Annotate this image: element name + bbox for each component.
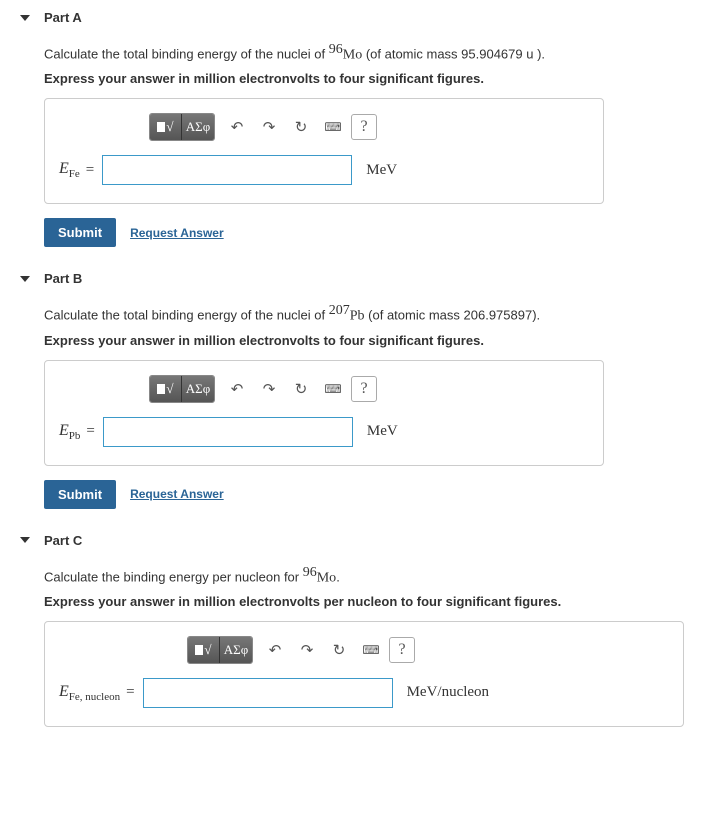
answer-input-c[interactable] [143,678,393,708]
unit-label-a: MeV [366,162,397,179]
toolbar-b: √ ΑΣφ ↶ ↷ ↻ ⌨ ? [149,375,589,403]
isotope-sym: Mo [317,570,336,585]
part-b-body: Calculate the total binding energy of th… [44,300,700,508]
unit-label-b: MeV [367,423,398,440]
toolbar-c: √ ΑΣφ ↶ ↷ ↻ ⌨ ? [187,636,669,664]
answer-input-a[interactable] [102,155,352,185]
unit-label-c: MeV/nucleon [407,684,489,701]
part-a-header[interactable]: Part A [20,10,700,25]
chevron-down-icon [20,537,30,543]
answer-row-a: EFe = MeV [59,155,589,185]
part-a-prompt: Calculate the total binding energy of th… [44,39,700,65]
answer-box-c: √ ΑΣφ ↶ ↷ ↻ ⌨ ? EFe, nucleon = MeV/nucle… [44,621,684,727]
help-icon[interactable]: ? [389,637,415,663]
redo-icon[interactable]: ↷ [255,114,283,140]
prompt-post: (of atomic mass 206.975897). [365,308,541,323]
prompt-post: . [336,569,340,584]
symbols-button[interactable]: ΑΣφ [182,376,214,402]
variable-label-a: EFe [59,160,80,180]
actions-a: Submit Request Answer [44,218,700,247]
answer-row-c: EFe, nucleon = MeV/nucleon [59,678,669,708]
part-c-prompt: Calculate the binding energy per nucleon… [44,562,700,588]
part-c: Part C Calculate the binding energy per … [20,533,700,727]
part-b-header[interactable]: Part B [20,271,700,286]
variable-label-c: EFe, nucleon [59,683,120,703]
templates-button[interactable]: √ [150,114,182,140]
part-c-header[interactable]: Part C [20,533,700,548]
request-answer-link-b[interactable]: Request Answer [130,487,224,501]
chevron-down-icon [20,15,30,21]
request-answer-link-a[interactable]: Request Answer [130,226,224,240]
variable-label-b: EPb [59,422,80,442]
templates-button[interactable]: √ [150,376,182,402]
chevron-down-icon [20,276,30,282]
part-a-instruction: Express your answer in million electronv… [44,71,700,86]
isotope-sup: 207 [329,303,350,318]
prompt-pre: Calculate the binding energy per nucleon… [44,569,303,584]
prompt-pre: Calculate the total binding energy of th… [44,308,329,323]
toolbar-a: √ ΑΣφ ↶ ↷ ↻ ⌨ ? [149,113,589,141]
isotope-sup: 96 [329,42,343,57]
undo-icon[interactable]: ↶ [223,376,251,402]
undo-icon[interactable]: ↶ [223,114,251,140]
answer-row-b: EPb = MeV [59,417,589,447]
part-b-instruction: Express your answer in million electronv… [44,333,700,348]
part-a: Part A Calculate the total binding energ… [20,10,700,247]
equals-sign: = [86,162,94,179]
answer-input-b[interactable] [103,417,353,447]
help-icon[interactable]: ? [351,114,377,140]
reset-icon[interactable]: ↻ [287,114,315,140]
keyboard-icon[interactable]: ⌨ [357,637,385,663]
equals-sign: = [126,684,134,701]
part-c-instruction: Express your answer in million electronv… [44,594,700,609]
isotope-sym: Pb [350,309,365,324]
actions-b: Submit Request Answer [44,480,700,509]
toolbar-group: √ ΑΣφ [187,636,253,664]
prompt-post: (of atomic mass 95.904679 u ). [362,46,545,61]
redo-icon[interactable]: ↷ [255,376,283,402]
part-a-title: Part A [44,10,82,25]
part-c-title: Part C [44,533,82,548]
answer-box-b: √ ΑΣφ ↶ ↷ ↻ ⌨ ? EPb = MeV [44,360,604,466]
submit-button-a[interactable]: Submit [44,218,116,247]
help-icon[interactable]: ? [351,376,377,402]
part-a-body: Calculate the total binding energy of th… [44,39,700,247]
redo-icon[interactable]: ↷ [293,637,321,663]
equals-sign: = [86,423,94,440]
part-b: Part B Calculate the total binding energ… [20,271,700,508]
submit-button-b[interactable]: Submit [44,480,116,509]
symbols-button[interactable]: ΑΣφ [182,114,214,140]
reset-icon[interactable]: ↻ [287,376,315,402]
answer-box-a: √ ΑΣφ ↶ ↷ ↻ ⌨ ? EFe = MeV [44,98,604,204]
keyboard-icon[interactable]: ⌨ [319,114,347,140]
symbols-button[interactable]: ΑΣφ [220,637,252,663]
part-b-prompt: Calculate the total binding energy of th… [44,300,700,326]
isotope-sym: Mo [343,47,362,62]
toolbar-group: √ ΑΣφ [149,375,215,403]
isotope-sup: 96 [303,565,317,580]
undo-icon[interactable]: ↶ [261,637,289,663]
toolbar-group: √ ΑΣφ [149,113,215,141]
part-b-title: Part B [44,271,82,286]
part-c-body: Calculate the binding energy per nucleon… [44,562,700,727]
keyboard-icon[interactable]: ⌨ [319,376,347,402]
templates-button[interactable]: √ [188,637,220,663]
reset-icon[interactable]: ↻ [325,637,353,663]
prompt-pre: Calculate the total binding energy of th… [44,46,329,61]
